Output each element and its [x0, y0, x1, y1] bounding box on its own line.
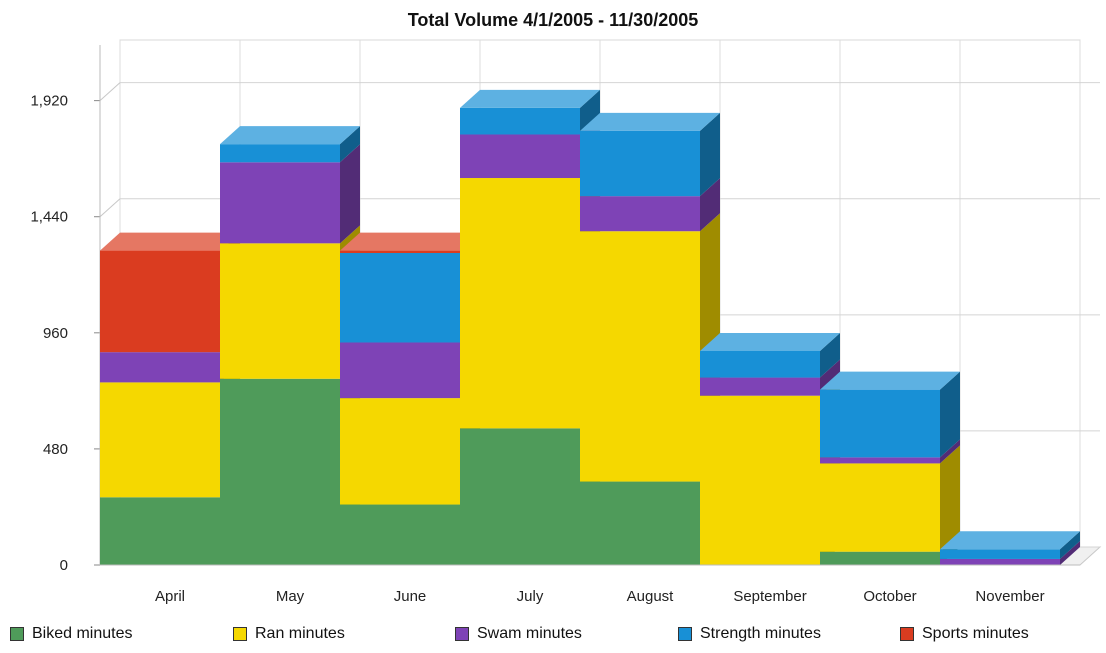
stacked-bar-chart: 0 480 960 1,440 1,920 April May June July August S…	[30, 39, 1102, 605]
bar-segment	[700, 350, 820, 378]
bar-segment-side	[700, 112, 720, 197]
bar-segment-side	[940, 439, 960, 464]
bar-top-face	[940, 531, 1080, 550]
bar-segment	[220, 378, 340, 565]
bar-segment	[220, 162, 340, 244]
chart-legend: Biked minutes Ran minutes Swam minutes Stre…	[0, 625, 1106, 649]
bar-segment	[580, 130, 700, 197]
bar-top-face	[580, 112, 720, 131]
x-tick-label: November	[975, 588, 1044, 605]
bar-segment	[820, 551, 940, 565]
bar-segment	[820, 389, 940, 458]
grid-line-side	[99, 82, 121, 101]
bar-segment	[700, 377, 820, 396]
legend-swatch	[455, 627, 469, 641]
x-tick-label: September	[733, 588, 806, 605]
legend-swatch	[678, 627, 692, 641]
legend-label: Sports minutes	[922, 625, 1029, 642]
bar-segment	[700, 395, 820, 565]
y-tick-label: 1,440	[30, 209, 68, 226]
bar-segment	[460, 107, 580, 135]
legend-item: Ran minutes	[233, 625, 345, 643]
bar-segment	[220, 144, 340, 163]
x-tick-label: October	[863, 588, 916, 605]
bar-top-face	[820, 371, 960, 390]
chart-title: Total Volume 4/1/2005 - 11/30/2005	[407, 10, 699, 30]
bar-segment-side	[340, 126, 360, 163]
bar-segment-side	[1060, 540, 1080, 565]
bar-segment-side	[340, 144, 360, 244]
bar-segment	[340, 398, 460, 505]
bar-segment-side	[700, 178, 720, 232]
legend-swatch	[233, 627, 247, 641]
bar-segment	[820, 463, 940, 552]
legend-label: Swam minutes	[477, 625, 582, 642]
bar-top-face	[220, 126, 360, 145]
bar-segment	[340, 253, 460, 343]
bar-segment	[580, 196, 700, 232]
bar-top-face	[100, 232, 240, 251]
bar-top-face	[700, 332, 840, 351]
x-tick-label: May	[276, 588, 305, 605]
legend-item: Strength minutes	[678, 625, 821, 643]
x-tick-label: April	[155, 588, 185, 605]
bar-segment	[340, 250, 460, 253]
bar-segment	[100, 250, 220, 353]
bar-segment	[580, 231, 700, 482]
legend-item: Sports minutes	[900, 625, 1029, 643]
grid-line-side	[99, 198, 121, 218]
bar-segment-side	[1060, 531, 1080, 559]
bar-top-face	[460, 89, 600, 108]
bar-segment	[220, 243, 340, 379]
x-tick-label: July	[517, 588, 544, 605]
bar-segment	[100, 382, 220, 498]
y-tick-label: 480	[43, 441, 68, 458]
legend-swatch	[900, 627, 914, 641]
y-tick-label: 960	[43, 325, 68, 342]
bar-segment	[460, 428, 580, 565]
bar-segment-side	[940, 445, 960, 552]
bar-segment	[460, 134, 580, 179]
bar-segment	[340, 504, 460, 565]
x-tick-label: August	[627, 588, 675, 605]
bar-segment-side	[940, 371, 960, 458]
bar-segment	[100, 497, 220, 565]
legend-label: Strength minutes	[700, 625, 821, 642]
bar-segment	[820, 457, 940, 464]
y-tick-label: 1,920	[30, 93, 68, 110]
bar-segment	[580, 481, 700, 565]
legend-item: Biked minutes	[10, 625, 133, 643]
legend-swatch	[10, 627, 24, 641]
x-tick-label: June	[394, 588, 427, 605]
bar-segment	[460, 178, 580, 429]
legend-label: Ran minutes	[255, 625, 345, 642]
bar-segment	[340, 342, 460, 399]
y-tick-label: 0	[60, 557, 68, 574]
bar-segment	[100, 352, 220, 383]
bar-segment	[940, 558, 1060, 565]
bar-segment-side	[580, 89, 600, 135]
bar-segment	[940, 549, 1060, 559]
legend-item: Swam minutes	[455, 625, 582, 643]
bar-segment-side	[820, 332, 840, 378]
bar-top-face	[340, 232, 480, 251]
legend-label: Biked minutes	[32, 625, 133, 642]
